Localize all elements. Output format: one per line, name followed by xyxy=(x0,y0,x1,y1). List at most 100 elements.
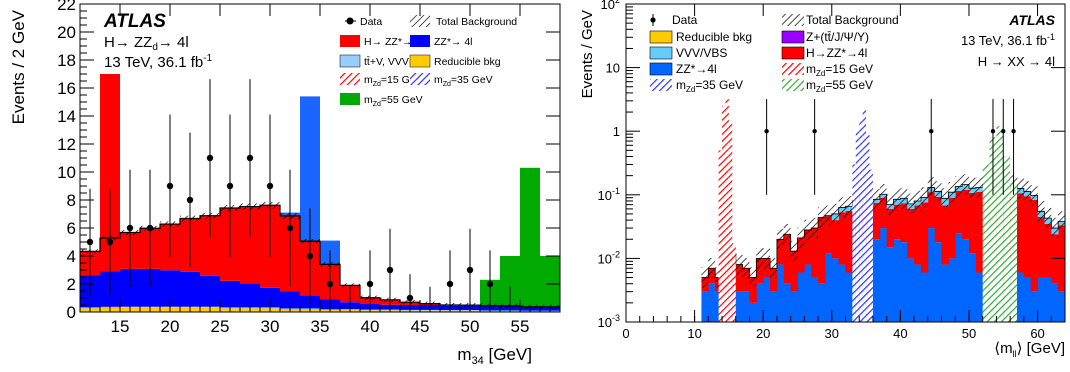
stack-bar xyxy=(200,275,221,307)
stack-bar xyxy=(838,212,846,265)
stack-bar xyxy=(975,191,984,273)
stack-bar xyxy=(1051,234,1059,284)
stack-bar xyxy=(1037,277,1045,322)
left-chart-frame: 15 20 25 30 35 40 45 50 55 0 2 4 6 8 10 12 14 16 18 20 22 xyxy=(57,0,561,336)
stack-bar xyxy=(1051,283,1059,322)
stack-bar xyxy=(920,272,929,322)
legend-h-zz: H→ ZZ*→ 4l xyxy=(340,35,424,48)
right-chart-frame: 0 10 20 30 40 50 60 10-3 10-2 10-1 1 10 102 xyxy=(598,0,1066,341)
data-point xyxy=(386,266,394,274)
stack-bar xyxy=(900,203,908,243)
x-tick-label: 50 xyxy=(461,317,480,336)
y-tick-label: 10-2 xyxy=(598,249,620,266)
legend-total-bkg: Total Background xyxy=(410,15,517,28)
stack-bar xyxy=(120,268,141,307)
stack-bar xyxy=(948,197,956,259)
signal-bar xyxy=(728,123,733,322)
stack-bar xyxy=(927,192,936,229)
stack-bar xyxy=(955,233,963,322)
stack-bar xyxy=(1030,291,1038,322)
left-process-label: H→ ZZd→ 4l xyxy=(104,34,189,53)
stack-bar xyxy=(749,302,757,322)
y-tick-label: 12 xyxy=(57,135,76,154)
stack-bar xyxy=(1044,277,1052,322)
data-point xyxy=(266,182,274,190)
y-tick-label: 4 xyxy=(67,247,76,266)
svg-text:tt̄+V, VVV: tt̄+V, VVV xyxy=(364,56,409,68)
svg-text:Total Background: Total Background xyxy=(806,13,899,27)
svg-text:VVV/VBS: VVV/VBS xyxy=(676,46,727,60)
r-legend-mzd35: mZd=35 GeV xyxy=(650,78,743,94)
stack-bar xyxy=(900,242,908,322)
x-tick-label: 30 xyxy=(261,317,280,336)
stack-bar xyxy=(701,291,709,322)
stack-bar xyxy=(872,202,881,240)
stack-bar xyxy=(1058,291,1066,322)
stack-bar xyxy=(708,283,716,322)
stack-bar xyxy=(948,258,956,322)
legend-data: Data xyxy=(345,16,382,28)
stack-bar xyxy=(1016,193,1025,273)
svg-text:Data: Data xyxy=(672,13,698,27)
stack-bar xyxy=(914,264,922,322)
stack-bar xyxy=(280,291,301,309)
y-tick-label: 10-3 xyxy=(598,313,620,330)
signal-bar xyxy=(996,126,1004,323)
data-point xyxy=(466,266,474,274)
stack-bar xyxy=(811,228,819,278)
data-point xyxy=(86,238,94,246)
svg-text:H→ ZZ*→ 4l: H→ ZZ*→ 4l xyxy=(364,36,424,48)
y-tick-label: 22 xyxy=(57,0,76,14)
stack-bar xyxy=(818,283,826,322)
data-point xyxy=(246,154,254,162)
signal-bar xyxy=(520,167,540,312)
stack-bar xyxy=(1037,216,1045,278)
r-legend-vvv: VVV/VBS xyxy=(649,46,727,60)
x-tick-label: 60 xyxy=(1030,326,1044,341)
y-tick-label: 16 xyxy=(57,79,76,98)
data-point xyxy=(146,224,154,232)
stack-bar xyxy=(955,190,963,234)
legend-ttv: tt̄+V, VVV xyxy=(339,54,409,68)
svg-text:mZd=15 GeV: mZd=15 GeV xyxy=(806,62,873,78)
x-tick-label: 20 xyxy=(161,317,180,336)
left-x-axis-label: m34 [GeV] xyxy=(457,345,532,367)
data-point xyxy=(929,129,934,134)
x-tick-label: 45 xyxy=(411,317,430,336)
data-point xyxy=(126,224,134,232)
x-tick-label: 55 xyxy=(511,317,530,336)
legend-reducible: Reducible bkg xyxy=(409,54,501,68)
y-tick-label: 6 xyxy=(67,219,76,238)
data-point xyxy=(1011,129,1016,134)
x-tick-label: 40 xyxy=(893,326,907,341)
data-point xyxy=(990,129,996,134)
stack-bar xyxy=(831,220,840,259)
data-point xyxy=(106,238,114,246)
signal-bar xyxy=(855,131,860,322)
stack-bar xyxy=(240,283,261,308)
left-lumi-label: 13 TeV, 36.1 fb-1 xyxy=(104,53,213,71)
stack-bar xyxy=(240,206,261,284)
left-atlas-label: ATLAS xyxy=(103,11,166,32)
r-legend-reducible: Reducible bkg xyxy=(649,30,752,44)
svg-text:H→ZZ*→4l: H→ZZ*→4l xyxy=(806,46,867,60)
right-atlas-label: ATLAS xyxy=(1008,12,1055,28)
svg-text:Reducible bkg: Reducible bkg xyxy=(434,56,501,68)
stack-bar xyxy=(260,287,281,308)
stack-bar xyxy=(742,291,750,322)
y-tick-label: 102 xyxy=(601,0,620,12)
stack-bar xyxy=(140,268,161,307)
x-tick-label: 0 xyxy=(622,326,629,341)
signal-bar xyxy=(718,150,723,322)
svg-text:Data: Data xyxy=(360,16,382,28)
signal-bar xyxy=(982,164,990,322)
y-tick-label: 8 xyxy=(67,191,76,210)
stack-bar xyxy=(941,205,949,265)
stack-bar xyxy=(1023,277,1032,322)
stack-bar xyxy=(934,242,942,322)
right-process-label: H → XX → 4l xyxy=(978,54,1055,69)
signal-bar xyxy=(866,134,870,322)
r-legend-zplus: Z+(tt̄/J/Ψ/Υ) xyxy=(781,30,869,44)
stack-bar xyxy=(770,291,778,322)
stack-bar xyxy=(804,264,812,322)
